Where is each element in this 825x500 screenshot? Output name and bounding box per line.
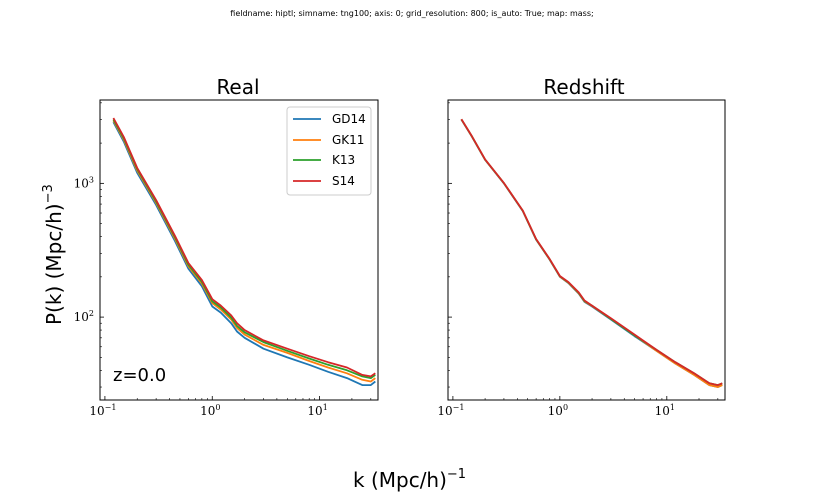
panel-real: Real 10−1 100 101 102 103 z=0.0 GD14 GK11 K1…: [74, 75, 379, 418]
redshift-annotation: z=0.0: [113, 365, 166, 386]
x-tick-label: 10−1: [89, 403, 116, 418]
panel-real-frame: [99, 99, 379, 401]
panel-redshift-title: Redshift: [543, 75, 624, 99]
series-line-redshift-s14: [460, 118, 723, 387]
y-axis-label-base: P(k) (Mpc/h): [42, 203, 66, 325]
legend-box: [286, 106, 372, 196]
x-axis-label-base: k (Mpc/h): [353, 468, 447, 492]
panel-real-lines: [112, 117, 376, 387]
panel-redshift-ticks: 10−1 100 101: [437, 102, 719, 418]
panel-real-ticks: 10−1 100 101 102 103: [74, 102, 372, 418]
panel-redshift-frame: [447, 99, 726, 401]
legend-label-s14: S14: [332, 174, 355, 188]
legend-label-k13: K13: [332, 153, 355, 167]
figure-suptitle: fieldname: hiptl; simname: tng100; axis:…: [230, 9, 593, 18]
series-line-real-gd14: [112, 121, 376, 387]
x-tick-label: 10−1: [437, 403, 464, 418]
x-tick-label: 100: [200, 403, 220, 418]
legend-label-gk11: GK11: [332, 133, 364, 147]
legend: GD14 GK11 K13 S14: [286, 106, 372, 196]
panel-redshift: Redshift 10−1 100 101: [437, 75, 726, 418]
x-tick-label: 100: [548, 403, 568, 418]
y-tick-label: 103: [74, 175, 94, 190]
y-axis-label-exponent: −3: [41, 184, 56, 203]
series-line-real-s14: [112, 117, 376, 378]
y-tick-label: 102: [74, 309, 94, 324]
y-axis-label: P(k) (Mpc/h)−3: [41, 184, 66, 325]
panel-real-title: Real: [216, 75, 259, 99]
panel-redshift-lines: [460, 118, 723, 388]
x-tick-label: 101: [655, 403, 675, 418]
x-axis-label-exponent: −1: [447, 467, 466, 482]
x-axis-label: k (Mpc/h)−1: [353, 467, 466, 492]
x-tick-label: 101: [307, 403, 327, 418]
legend-label-gd14: GD14: [332, 112, 366, 126]
